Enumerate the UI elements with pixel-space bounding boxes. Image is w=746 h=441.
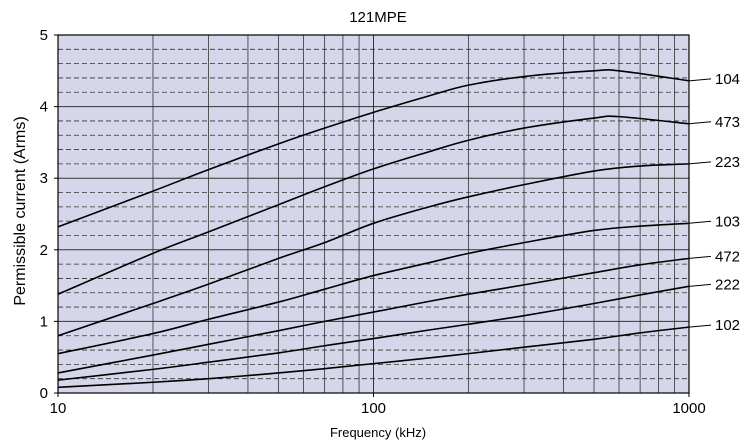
series-label-leader [688, 121, 712, 125]
series-line-103 [57, 222, 690, 355]
y-tick-label: 5 [40, 27, 48, 44]
y-tick-label: 2 [40, 242, 48, 259]
x-tick-label: 10 [50, 400, 67, 417]
series-label-leader [688, 283, 712, 287]
chart-title: 121MPE [349, 9, 407, 26]
x-tick-label: 1000 [672, 400, 705, 417]
series-label-104: 104 [715, 71, 740, 88]
series-line-223 [57, 163, 690, 337]
x-axis-title: Frequency (kHz) [330, 425, 426, 440]
series-label-222: 222 [715, 276, 740, 293]
y-tick-label: 3 [40, 170, 48, 187]
series-line-222 [57, 285, 690, 381]
series-line-472 [57, 257, 690, 374]
x-tick-label: 100 [361, 400, 386, 417]
y-axis-title: Permissible current (Arms) [12, 116, 29, 305]
series-label-leader [688, 255, 712, 259]
y-tick-label: 4 [40, 99, 48, 116]
series-label-leader [688, 78, 712, 82]
series-label-leader [688, 220, 712, 224]
series-label-472: 472 [715, 248, 740, 265]
y-tick-label: 1 [40, 313, 48, 330]
series-label-leader [688, 161, 712, 165]
series-line-473 [57, 115, 690, 295]
series-label-leader [688, 324, 712, 328]
y-tick-label: 0 [40, 385, 48, 402]
series-label-473: 473 [715, 114, 740, 131]
series-label-103: 103 [715, 213, 740, 230]
series-line-104 [57, 69, 690, 228]
series-labels: 104 473 223 103 472 222 102 [688, 71, 740, 334]
x-axis-ticks: 10 100 1000 [50, 393, 706, 417]
series-lines [57, 69, 690, 389]
series-line-102 [57, 326, 690, 389]
y-axis-ticks: 0 1 2 3 4 5 [40, 27, 58, 402]
series-label-223: 223 [715, 154, 740, 171]
series-label-102: 102 [715, 317, 740, 334]
